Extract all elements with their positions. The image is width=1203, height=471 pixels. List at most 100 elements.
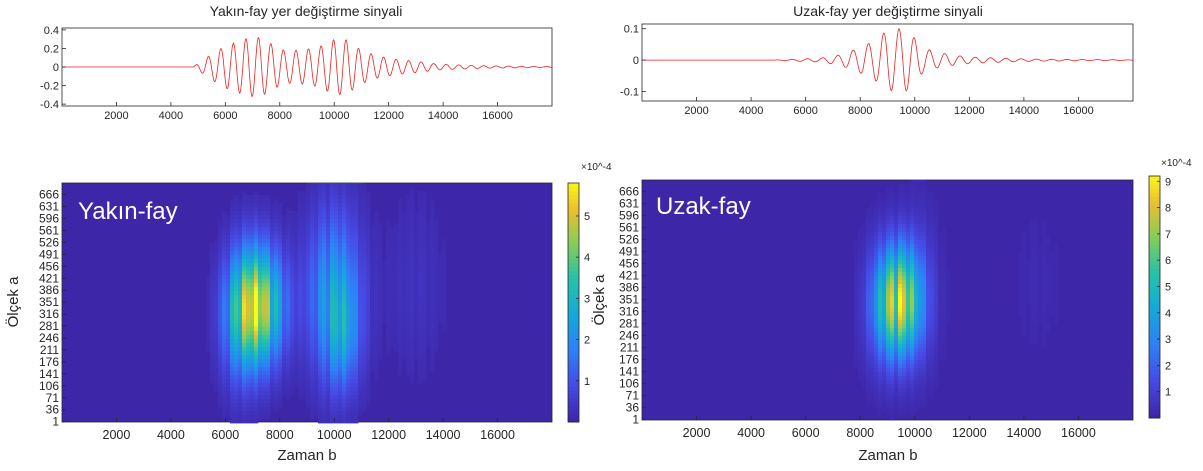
near-fault-scalogram-cell	[230, 359, 235, 364]
near-fault-scalogram-cell	[266, 387, 271, 392]
near-fault-scalogram-cell	[350, 395, 355, 400]
far-fault-scalogram-cell	[866, 376, 871, 381]
near-fault-scalogram-cell	[246, 223, 251, 228]
far-fault-scalogram-cell	[922, 384, 927, 389]
near-fault-scalogram-cell	[354, 367, 359, 372]
near-fault-scalogram-cell	[246, 259, 251, 264]
near-fault-scalogram-cell	[218, 239, 223, 244]
near-fault-scalogram-cell	[306, 279, 311, 284]
near-fault-scalogram-cell	[318, 403, 323, 408]
far-fault-scalogram-cell	[862, 324, 867, 329]
near-fault-scalogram-cell	[442, 287, 447, 292]
near-fault-scalogram-cell	[354, 315, 359, 320]
near-fault-scalogram-cell	[370, 223, 375, 228]
near-fault-scalogram-cell	[262, 367, 267, 372]
near-fault-scalogram-cell	[274, 227, 279, 232]
near-fault-scalogram-cell	[350, 199, 355, 204]
far-fault-scalogram-cell	[918, 384, 923, 389]
near-fault-scalogram-cell	[434, 331, 439, 336]
near-fault-scalogram-cell	[258, 271, 263, 276]
near-fault-scalogram-cell	[210, 375, 215, 380]
far-fault-scalogram-cell	[930, 248, 935, 253]
far-fault-scalogram-cell	[886, 192, 891, 197]
near-fault-scalogram-cell	[330, 215, 335, 220]
near-fault-scalogram-cell	[350, 191, 355, 196]
near-fault-scalogram-cell	[354, 271, 359, 276]
near-fault-scalogram-cell	[390, 271, 395, 276]
near-fault-scalogram-cell	[406, 231, 411, 236]
far-fault-scalogram-cell	[930, 332, 935, 337]
far-fault-scalogram-cell	[866, 220, 871, 225]
near-fault-scalogram-cell	[302, 367, 307, 372]
near-fault-scalogram-cell	[394, 247, 399, 252]
near-fault-scalogram-cell	[366, 311, 371, 316]
near-fault-scalogram-cell	[302, 291, 307, 296]
far-fault-scalogram-cell	[914, 180, 919, 185]
near-fault-scalogram-cell	[358, 407, 363, 412]
near-fault-scalogram-cell	[278, 303, 283, 308]
near-fault-scalogram-cell	[390, 275, 395, 280]
far-fault-signal-y-tick-label: -0.1	[620, 87, 639, 99]
far-fault-scalogram-cell	[1030, 296, 1035, 301]
near-fault-scalogram-x-tick-label: 2000	[103, 428, 131, 442]
far-fault-scalogram-cell	[1042, 280, 1047, 285]
near-fault-scalogram-cell	[402, 279, 407, 284]
far-fault-scalogram-y-tick-label: 561	[619, 221, 639, 235]
near-fault-scalogram-cell	[354, 183, 359, 188]
far-fault-scalogram-cell	[914, 328, 919, 333]
near-fault-scalogram-cell	[310, 311, 315, 316]
near-fault-scalogram-cell	[226, 259, 231, 264]
far-fault-scalogram-cell	[906, 300, 911, 305]
far-fault-scalogram-cell	[866, 252, 871, 257]
far-fault-scalogram-cell	[870, 268, 875, 273]
near-fault-scalogram-cell	[426, 323, 431, 328]
far-fault-scalogram-cell	[922, 296, 927, 301]
near-fault-signal-y-ticks: 0.40.20-0.2-0.4	[40, 25, 66, 111]
near-fault-scalogram-cell	[318, 415, 323, 420]
far-fault-scalogram-cell	[874, 248, 879, 253]
near-fault-scalogram-cell	[310, 231, 315, 236]
near-fault-scalogram-cell	[298, 343, 303, 348]
near-fault-scalogram-cell	[254, 403, 259, 408]
far-fault-scalogram-cell	[882, 380, 887, 385]
near-fault-scalogram-cell	[358, 347, 363, 352]
far-fault-scalogram-cell	[894, 272, 899, 277]
far-fault-scalogram-cell	[878, 228, 883, 233]
far-fault-scalogram-cell	[882, 344, 887, 349]
near-fault-scalogram-cell	[374, 311, 379, 316]
near-fault-scalogram-cell	[418, 351, 423, 356]
near-fault-scalogram-cell	[334, 295, 339, 300]
far-fault-scalogram-cell	[1038, 248, 1043, 253]
far-fault-scalogram-cell	[890, 348, 895, 353]
far-fault-scalogram-cell	[874, 312, 879, 317]
near-fault-scalogram-cell	[394, 275, 399, 280]
near-fault-scalogram-cell	[238, 391, 243, 396]
near-fault-scalogram-cell	[302, 363, 307, 368]
far-fault-scalogram-cell	[858, 236, 863, 241]
far-fault-scalogram-cell	[922, 340, 927, 345]
far-fault-scalogram-cell	[874, 324, 879, 329]
near-fault-scalogram-cell	[270, 403, 275, 408]
near-fault-scalogram-cell	[350, 367, 355, 372]
near-fault-scalogram-cell	[430, 279, 435, 284]
near-fault-scalogram-cell	[418, 239, 423, 244]
near-fault-scalogram-cell	[326, 187, 331, 192]
near-fault-scalogram-cell	[414, 347, 419, 352]
near-fault-scalogram-cell	[274, 343, 279, 348]
near-fault-scalogram-cell	[362, 199, 367, 204]
near-fault-scalogram-cell	[326, 411, 331, 416]
near-fault-scalogram-cell	[334, 315, 339, 320]
far-fault-scalogram-cell	[858, 244, 863, 249]
near-fault-scalogram-cell	[210, 335, 215, 340]
near-fault-scalogram-cell	[374, 303, 379, 308]
near-fault-scalogram-cell	[226, 399, 231, 404]
near-fault-scalogram-cell	[354, 371, 359, 376]
near-fault-scalogram-cell	[398, 215, 403, 220]
near-fault-scalogram-cell	[262, 235, 267, 240]
far-fault-scalogram-cell	[910, 368, 915, 373]
near-fault-scalogram-cell	[302, 283, 307, 288]
near-fault-scalogram-cell	[322, 231, 327, 236]
near-fault-scalogram-cell	[350, 387, 355, 392]
near-fault-scalogram-cell	[326, 271, 331, 276]
near-fault-scalogram-cell	[410, 223, 415, 228]
